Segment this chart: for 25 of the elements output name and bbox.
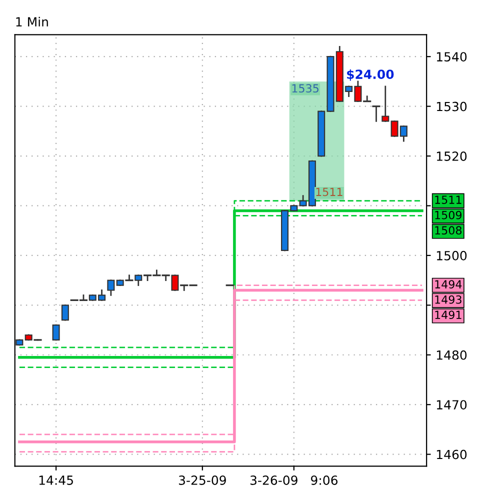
y-tick-label: 1540 [436,52,467,62]
y-tick-label: 1500 [436,250,467,260]
candlestick [61,304,69,321]
x-tick-label: 14:45 [39,476,73,485]
annotation: 1535 [292,84,318,93]
y-tick-label: 1460 [436,450,467,460]
y-tick-label: 1520 [436,151,467,161]
x-tick-label: 3-25-09 [178,475,226,485]
series-label: 1511 [316,188,342,196]
legend-label: 1493 [435,295,462,304]
y-tick-label: 1470 [436,400,467,410]
y-tick-label: 1480 [436,350,467,360]
series-label: 1494 [435,280,462,289]
candlestick [107,280,115,296]
legend-label: 1508 [435,226,462,235]
annotation: $24.00 [347,69,394,81]
text: 1511 [435,196,462,204]
candlestick [372,105,380,122]
chart-title: 1 Min [16,16,48,26]
candlestick [382,86,390,122]
candlestick [52,324,60,341]
y-tick-label: 1530 [436,102,467,112]
legend-label: 1509 [435,210,462,220]
legend-label: 1491 [435,310,462,320]
x-tick-label: 3-26-09 9:06 [250,475,338,485]
